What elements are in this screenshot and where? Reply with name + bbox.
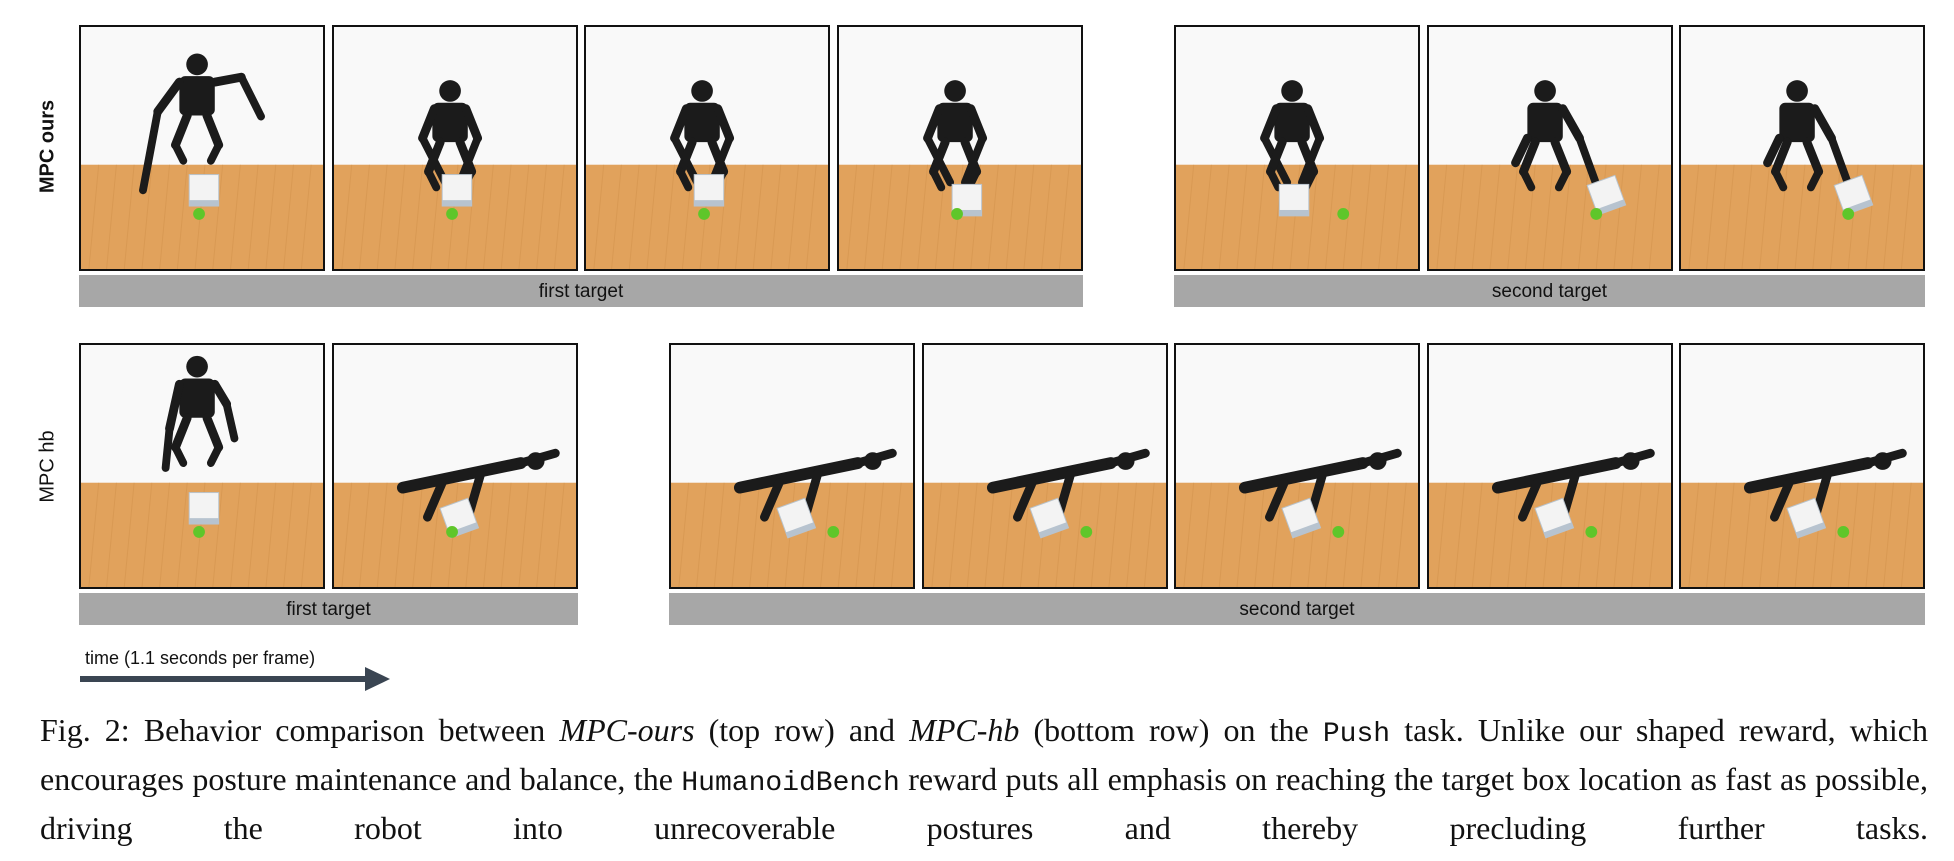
caption-benchmark-name: HumanoidBench <box>681 768 900 799</box>
frame-top-7 <box>1679 25 1925 271</box>
frame-bottom-3 <box>669 343 915 589</box>
scene-illustration <box>924 345 1166 587</box>
frame-bottom-2 <box>332 343 578 589</box>
bar-bottom-second-target: second target <box>669 593 1925 625</box>
frame-bottom-6 <box>1427 343 1673 589</box>
scene-illustration <box>1429 345 1671 587</box>
scene-illustration <box>81 27 323 269</box>
bar-top-first-target: first target <box>79 275 1083 307</box>
scene-illustration <box>81 345 323 587</box>
figure-caption: Fig. 2: Behavior comparison between MPC-… <box>40 708 1928 851</box>
scene-illustration <box>334 345 576 587</box>
frame-bottom-4 <box>922 343 1168 589</box>
frame-top-4 <box>837 25 1083 271</box>
frame-top-6 <box>1427 25 1673 271</box>
caption-prefix: Fig. 2: Behavior comparison between <box>40 712 560 748</box>
bar-top-second-target: second target <box>1174 275 1925 307</box>
frame-top-5 <box>1174 25 1420 271</box>
caption-mid1: (top row) and <box>694 712 910 748</box>
time-arrow-icon <box>80 667 390 691</box>
scene-illustration <box>586 27 828 269</box>
caption-task-name: Push <box>1322 719 1391 750</box>
caption-mid3: task. Unlike our shaped reward, which en… <box>40 712 1929 797</box>
frame-bottom-7 <box>1679 343 1925 589</box>
scene-illustration <box>1681 27 1923 269</box>
frame-bottom-1 <box>79 343 325 589</box>
frame-top-2 <box>332 25 578 271</box>
scene-illustration <box>1681 345 1923 587</box>
frame-top-3 <box>584 25 830 271</box>
scene-illustration <box>1429 27 1671 269</box>
scene-illustration <box>839 27 1081 269</box>
scene-illustration <box>334 27 576 269</box>
scene-illustration <box>1176 27 1418 269</box>
caption-mid2: (bottom row) on the <box>1019 712 1323 748</box>
frame-bottom-5 <box>1174 343 1420 589</box>
scene-illustration <box>1176 345 1418 587</box>
caption-mpc-ours: MPC-ours <box>559 712 695 748</box>
row-label-mpc-ours: MPC ours <box>36 99 59 194</box>
frame-top-1 <box>79 25 325 271</box>
scene-illustration <box>671 345 913 587</box>
bar-bottom-first-target: first target <box>79 593 578 625</box>
caption-mid4: reward puts all emphasis on reaching the… <box>40 761 1929 846</box>
row-label-mpc-hb: MPC hb <box>36 430 59 503</box>
caption-mpc-hb: MPC-hb <box>909 712 1020 748</box>
time-label: time (1.1 seconds per frame) <box>85 648 316 668</box>
